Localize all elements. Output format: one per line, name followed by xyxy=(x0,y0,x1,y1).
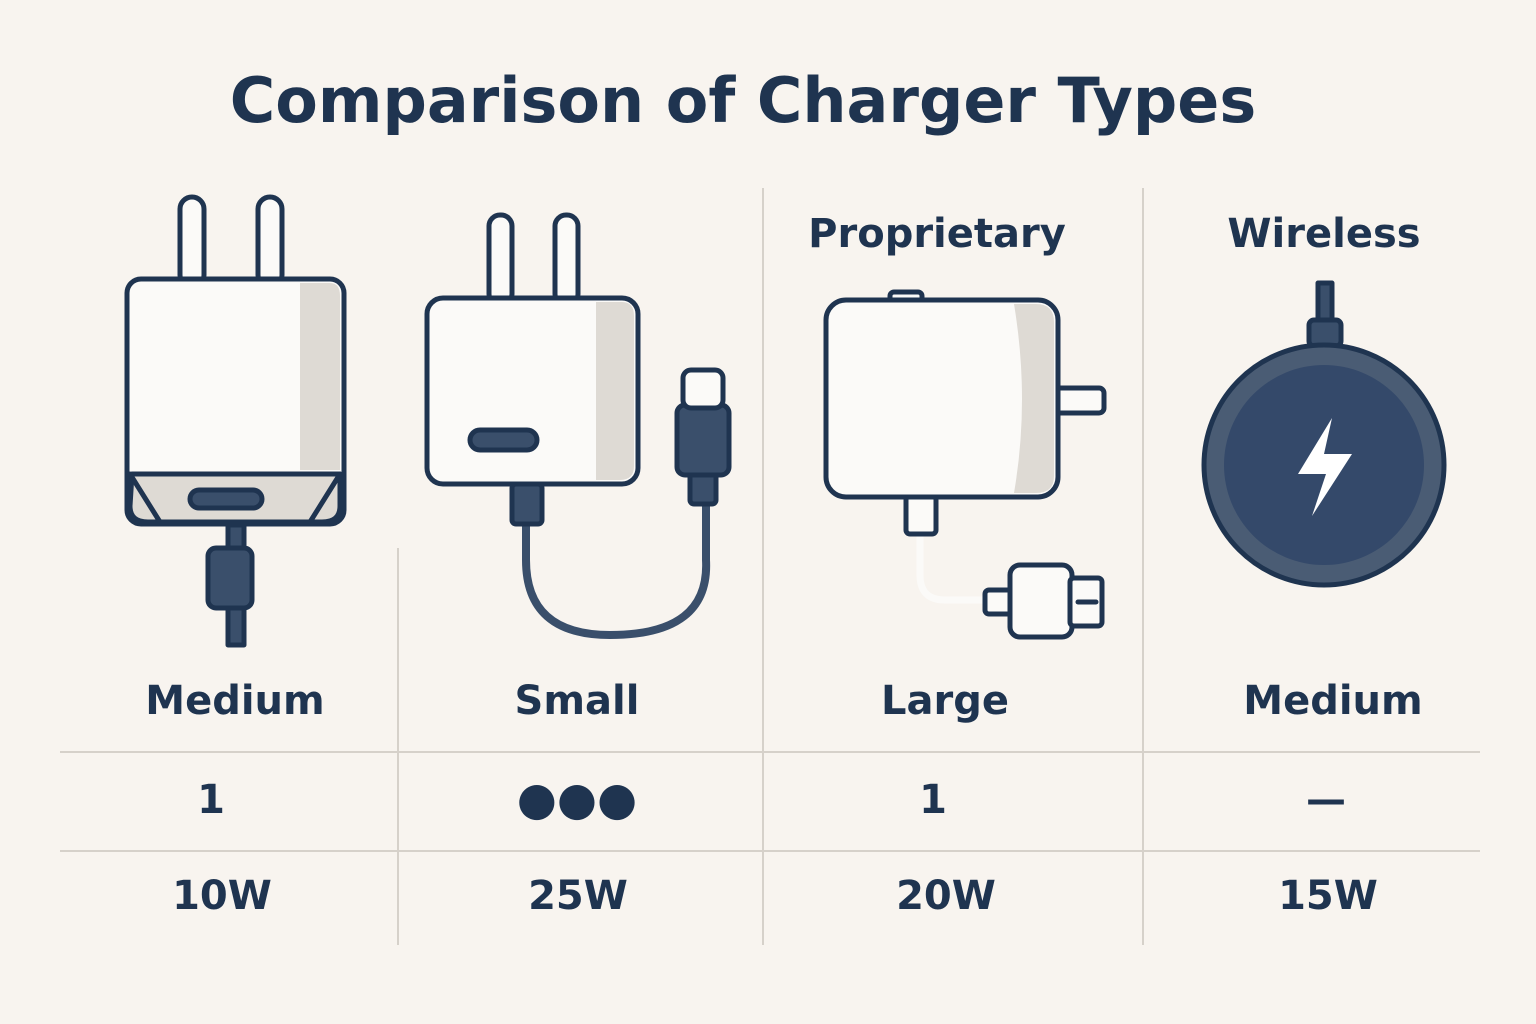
power-cell: 20W xyxy=(896,873,996,919)
column-label: Wireless xyxy=(1227,211,1420,257)
ports-cell: ●●● xyxy=(517,772,637,826)
charger-icon xyxy=(424,212,732,640)
power-cell: 25W xyxy=(528,873,628,919)
size-cell: Medium xyxy=(1243,678,1422,724)
power-cell: 15W xyxy=(1278,873,1378,919)
size-cell: Medium xyxy=(145,678,324,724)
ports-cell: 1 xyxy=(197,777,225,823)
title: Comparison of Charger Types xyxy=(230,64,1256,137)
ports-cell: — xyxy=(1306,777,1346,823)
size-cell: Small xyxy=(515,678,640,724)
power-cell: 10W xyxy=(172,873,272,919)
charger-icon xyxy=(823,289,1107,640)
ports-cell: 1 xyxy=(919,777,947,823)
size-cell: Large xyxy=(881,678,1009,724)
table-grid xyxy=(60,188,1480,945)
column-label: Proprietary xyxy=(808,211,1066,257)
charger-icon xyxy=(1201,280,1447,588)
charger-icon xyxy=(124,194,347,648)
